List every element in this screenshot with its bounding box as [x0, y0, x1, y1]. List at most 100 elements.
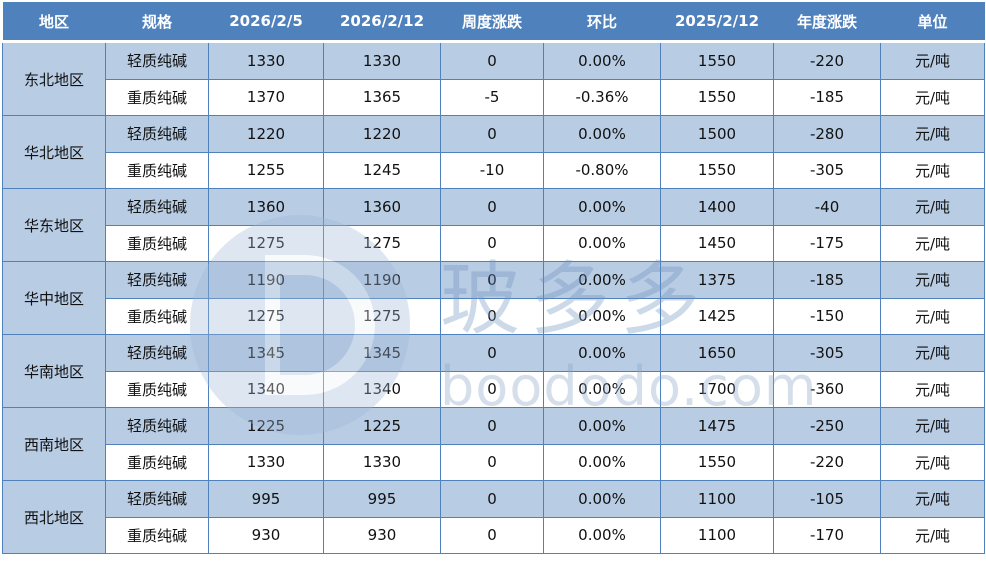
table-cell: 0: [440, 115, 544, 153]
table-row: 华北地区 轻质纯碱 1220 1220 0 0.00% 1500 -280 元/吨: [2, 115, 985, 189]
column-header: 环比: [543, 2, 661, 43]
table-cell: 995: [208, 480, 324, 518]
table-cell: 1245: [323, 151, 441, 189]
table-row: 重质纯碱 930 930 0 0.00% 1100 -170 元/吨: [3, 516, 985, 554]
table-cell: 元/吨: [880, 115, 985, 153]
table-row: 重质纯碱 1275 1275 0 0.00% 1425 -150 元/吨: [3, 297, 985, 335]
table-cell: -150: [773, 297, 881, 335]
table-cell: 0.00%: [543, 480, 661, 518]
table-cell: 元/吨: [880, 480, 985, 518]
table-row: 重质纯碱 1370 1365 -5 -0.36% 1550 -185 元/吨: [3, 78, 985, 116]
table-cell: 0: [440, 188, 544, 226]
table-cell: 重质纯碱: [105, 297, 209, 335]
table-cell: 轻质纯碱: [105, 41, 209, 80]
table-cell: 重质纯碱: [105, 151, 209, 189]
region-cell: 华东地区: [2, 188, 106, 262]
table-cell: 1500: [660, 115, 774, 153]
column-header: 年度涨跌: [773, 2, 881, 43]
table-cell: 930: [208, 516, 324, 554]
region-cell: 西南地区: [2, 407, 106, 481]
column-header: 单位: [880, 2, 985, 43]
table-cell: 元/吨: [880, 151, 985, 189]
region-cell: 华中地区: [2, 261, 106, 335]
table-cell: 0.00%: [543, 407, 661, 445]
table-cell: 0.00%: [543, 370, 661, 408]
table-cell: 1100: [660, 480, 774, 518]
table-cell: 重质纯碱: [105, 443, 209, 481]
table-cell: 1475: [660, 407, 774, 445]
table-cell: 轻质纯碱: [105, 261, 209, 299]
table-row: 重质纯碱 1340 1340 0 0.00% 1700 -360 元/吨: [3, 370, 985, 408]
table-row: 华中地区 轻质纯碱 1190 1190 0 0.00% 1375 -185 元/吨: [2, 261, 985, 335]
table-cell: 1330: [208, 443, 324, 481]
table-cell: 1375: [660, 261, 774, 299]
table-cell: 轻质纯碱: [105, 334, 209, 372]
table-cell: 1275: [323, 297, 441, 335]
table-cell: 1330: [323, 443, 441, 481]
table-row: 东北地区 轻质纯碱 1330 1330 0 0.00% 1550 -220 元/吨: [2, 41, 985, 116]
table-cell: 1340: [323, 370, 441, 408]
table-cell: 1365: [323, 78, 441, 116]
table-cell: -360: [773, 370, 881, 408]
table-cell: 元/吨: [880, 443, 985, 481]
table-cell: -250: [773, 407, 881, 445]
table-cell: 轻质纯碱: [105, 480, 209, 518]
table-cell: 1360: [323, 188, 441, 226]
table-cell: 1330: [323, 41, 441, 80]
table-cell: 轻质纯碱: [105, 188, 209, 226]
table-cell: 轻质纯碱: [105, 407, 209, 445]
table-cell: -220: [773, 41, 881, 80]
table-cell: 0.00%: [543, 297, 661, 335]
table-cell: 元/吨: [880, 261, 985, 299]
table-cell: 元/吨: [880, 41, 985, 80]
table-cell: 1190: [208, 261, 324, 299]
table-cell: 1255: [208, 151, 324, 189]
table-cell: 1225: [208, 407, 324, 445]
table-cell: 0: [440, 443, 544, 481]
table-cell: 1370: [208, 78, 324, 116]
table-cell: 0: [440, 41, 544, 80]
region-cell: 华北地区: [2, 115, 106, 189]
table-cell: 1345: [323, 334, 441, 372]
table-cell: -305: [773, 334, 881, 372]
table-cell: 元/吨: [880, 78, 985, 116]
table-cell: 995: [323, 480, 441, 518]
region-cell: 华南地区: [2, 334, 106, 408]
table-cell: 1225: [323, 407, 441, 445]
table-cell: 1425: [660, 297, 774, 335]
table-cell: 1550: [660, 78, 774, 116]
table-row: 华东地区 轻质纯碱 1360 1360 0 0.00% 1400 -40 元/吨: [2, 188, 985, 262]
table-cell: -185: [773, 261, 881, 299]
table-cell: 1650: [660, 334, 774, 372]
table-cell: -280: [773, 115, 881, 153]
table-row: 西南地区 轻质纯碱 1225 1225 0 0.00% 1475 -250 元/吨: [2, 407, 985, 481]
table-cell: 元/吨: [880, 334, 985, 372]
table-cell: 1190: [323, 261, 441, 299]
column-header: 2026/2/5: [208, 2, 324, 43]
table-row: 重质纯碱 1255 1245 -10 -0.80% 1550 -305 元/吨: [3, 151, 985, 189]
table-cell: 0.00%: [543, 334, 661, 372]
table-cell: -40: [773, 188, 881, 226]
table-cell: 0: [440, 297, 544, 335]
table-cell: 1100: [660, 516, 774, 554]
table-cell: 0: [440, 261, 544, 299]
table-cell: 0.00%: [543, 516, 661, 554]
table-cell: 元/吨: [880, 370, 985, 408]
column-header: 规格: [105, 2, 209, 43]
table-cell: -185: [773, 78, 881, 116]
table-cell: 重质纯碱: [105, 516, 209, 554]
table-cell: 0: [440, 370, 544, 408]
table-cell: 0: [440, 407, 544, 445]
table-cell: 0: [440, 480, 544, 518]
region-cell: 东北地区: [2, 41, 106, 116]
table-cell: -10: [440, 151, 544, 189]
column-header: 周度涨跌: [440, 2, 544, 43]
table-cell: 0.00%: [543, 261, 661, 299]
table-cell: -5: [440, 78, 544, 116]
table-cell: -305: [773, 151, 881, 189]
table-cell: 元/吨: [880, 188, 985, 226]
table-cell: -0.36%: [543, 78, 661, 116]
table-cell: 1345: [208, 334, 324, 372]
table-cell: 1220: [208, 115, 324, 153]
table-cell: 1220: [323, 115, 441, 153]
